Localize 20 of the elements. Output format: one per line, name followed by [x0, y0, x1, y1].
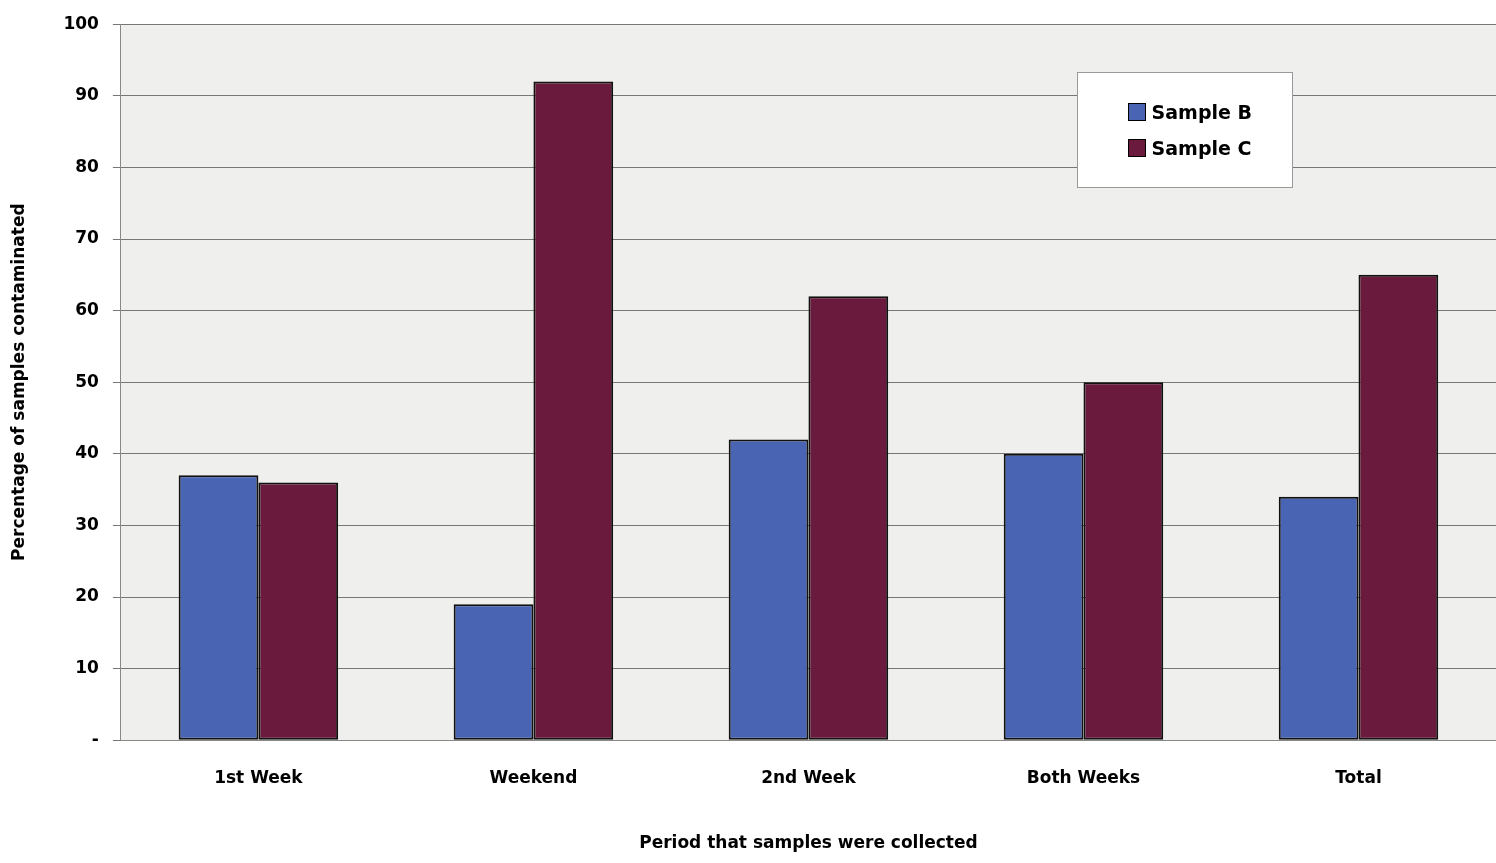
y-tick-label: 80: [75, 155, 100, 176]
legend-label: Sample B: [1151, 101, 1252, 124]
x-tick-label: Total: [1335, 766, 1382, 787]
x-axis-title: Period that samples were collected: [639, 832, 978, 853]
x-tick-label: 1st Week: [214, 766, 304, 787]
y-tick-label: 30: [75, 513, 100, 534]
x-tick-label: 2nd Week: [761, 766, 857, 787]
y-tick-label: 100: [63, 12, 100, 33]
x-tick-label: Weekend: [489, 766, 578, 787]
y-tick-label: 40: [75, 442, 100, 463]
y-tick-label: 50: [75, 370, 100, 391]
legend-label: Sample C: [1151, 137, 1252, 160]
y-tick-label: 90: [75, 84, 100, 105]
x-tick-label: Both Weeks: [1026, 766, 1141, 787]
y-tick-label: 70: [75, 227, 100, 248]
y-tick-label: -: [91, 728, 99, 749]
y-axis-title: Percentage of samples contaminated: [7, 203, 28, 561]
y-tick-label: 60: [75, 299, 100, 320]
y-tick-label: 10: [75, 657, 100, 678]
y-tick-label: 20: [75, 585, 100, 606]
